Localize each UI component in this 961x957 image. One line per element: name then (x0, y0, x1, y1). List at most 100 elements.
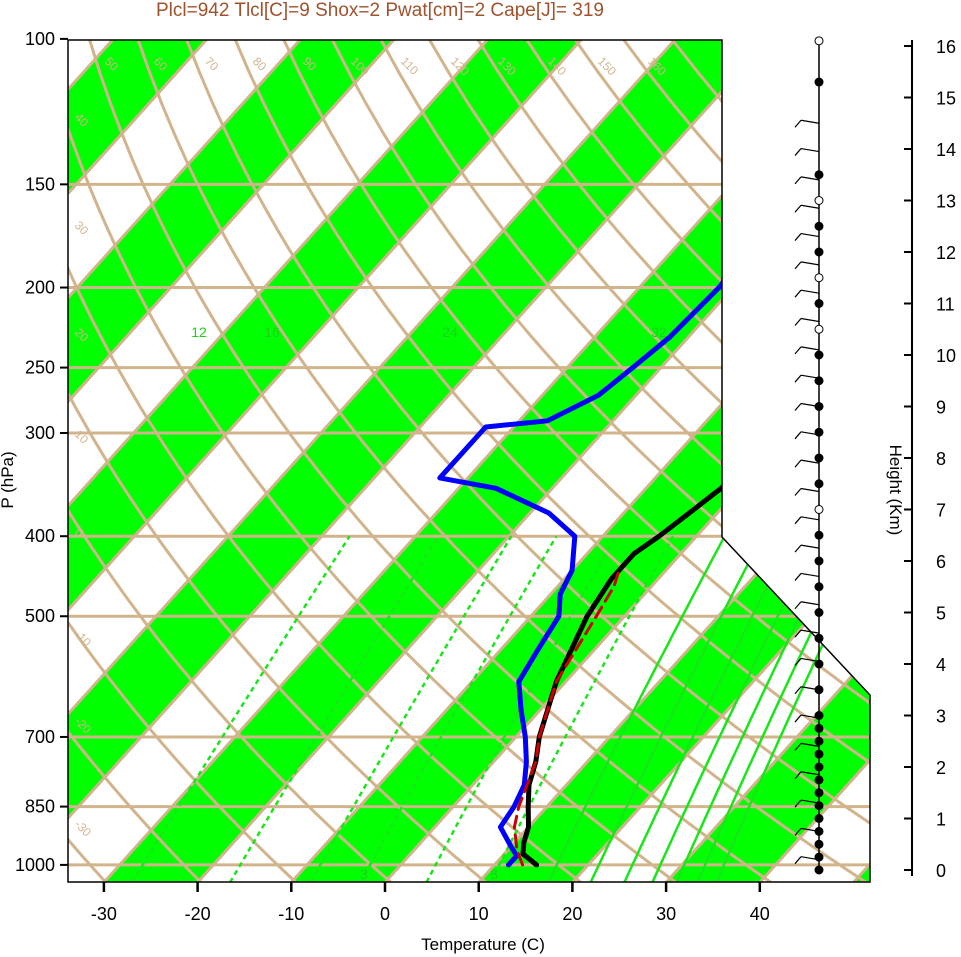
wind-barb-feather (794, 204, 802, 213)
pressure-tick-label: 300 (25, 423, 55, 443)
mixing-ratio-line (675, 535, 840, 882)
wind-level-marker (814, 530, 824, 540)
isotherm-label: 80 (250, 54, 270, 74)
wind-barb (800, 827, 820, 832)
wind-level-marker (814, 865, 824, 875)
wind-barb (800, 657, 820, 663)
wind-barb-feather (794, 289, 802, 298)
dry-adiabat-line (68, 40, 298, 882)
wind-barb (800, 516, 820, 521)
temperature-tick-label: 30 (656, 904, 676, 924)
mixing-ratio-label: 32 (651, 324, 667, 340)
wind-barb-feather (794, 856, 802, 865)
wind-barb (800, 459, 820, 464)
wind-barb-feather (794, 346, 802, 355)
height-axis-title: Height (Km) (886, 445, 905, 536)
wind-level-marker (814, 479, 824, 489)
wind-barb (800, 204, 820, 209)
pressure-tick-label: 400 (25, 526, 55, 546)
dry-adiabat-line (233, 40, 870, 882)
height-tick-label: 6 (936, 552, 946, 572)
isotherm-line (68, 40, 396, 882)
temperature-axis: -30 -20 -10 0 10 20 30 40 (91, 882, 770, 924)
dry-adiabat-line (68, 40, 203, 882)
wind-level-marker (814, 711, 824, 720)
wind-barb-feather (794, 318, 802, 326)
isotherm-label: 70 (202, 54, 222, 74)
height-tick-label: 7 (936, 501, 946, 521)
isotherm-line (68, 40, 584, 882)
mixing-ratio-label: 24 (442, 324, 458, 340)
wind-barb (800, 431, 820, 436)
dry-adiabat-line (330, 40, 870, 882)
temperature-tick-label: -30 (91, 904, 117, 924)
sounding-profiles (437, 53, 870, 868)
isotherm-label: -10 (720, 342, 742, 364)
dry-adiabat-line (184, 40, 870, 882)
height-tick-label: 13 (936, 192, 956, 212)
height-tick-label: 11 (936, 295, 955, 315)
dewpoint-profile-line (437, 101, 870, 868)
wind-level-marker (814, 736, 824, 746)
parcel-profile-line (512, 568, 621, 867)
pressure-axis: 100 150 200 250 300 400 500 700 850 1000 (15, 29, 68, 875)
mixing-ratio-line (651, 535, 819, 882)
mixing-ratio-line (228, 535, 440, 882)
mixing-ratio-line (546, 535, 726, 882)
wind-barb (800, 487, 820, 493)
temperature-band (68, 40, 770, 882)
pressure-tick-label: 700 (25, 727, 55, 747)
temperature-band (68, 40, 395, 882)
dry-adiabat-line (68, 40, 582, 882)
pressure-tick-label: 500 (25, 606, 55, 626)
wind-barb-feather (794, 459, 802, 468)
mixing-ratio-line (589, 535, 764, 882)
height-tick-label: 8 (936, 449, 946, 469)
wind-barb (800, 771, 820, 776)
wind-barb (800, 686, 820, 691)
pressure-tick-label: 150 (25, 174, 55, 194)
wind-barb (800, 374, 820, 379)
wind-barb (800, 346, 820, 351)
wind-level-marker (814, 749, 824, 759)
wind-level-marker (814, 814, 824, 823)
dry-adiabat-line (864, 40, 870, 882)
wind-barb-feather (794, 658, 802, 666)
y-axis-title: P (hPa) (0, 451, 17, 508)
pressure-tick-label: 850 (25, 797, 55, 817)
wind-barb-feather (794, 148, 802, 156)
isotherm-line (68, 40, 302, 882)
isotherm-line (947, 39, 961, 883)
height-tick-label: 5 (936, 604, 946, 624)
isotherm-line (68, 40, 677, 882)
dry-adiabat-lines (68, 40, 870, 882)
wind-barb (800, 289, 820, 294)
wind-level-marker (814, 196, 824, 205)
mixing-ratio-label: 12 (191, 324, 207, 340)
wind-barb-feather (794, 176, 802, 185)
height-tick-label: 1 (936, 810, 946, 830)
dry-adiabat-line (136, 40, 867, 882)
dry-adiabat-line (68, 40, 677, 882)
wind-barb-feather (794, 743, 802, 751)
wind-level-marker (814, 556, 824, 566)
wind-barb (800, 601, 820, 606)
height-tick-label: 4 (936, 655, 946, 675)
dry-adiabat-line (87, 40, 772, 882)
isotherm-label: 30 (72, 218, 92, 238)
wind-level-marker (814, 852, 824, 862)
height-tick-label: 12 (936, 243, 956, 263)
wind-level-marker (814, 273, 824, 283)
pressure-tick-label: 100 (25, 29, 55, 49)
temperature-tick-label: 0 (380, 904, 390, 924)
wind-barb (800, 147, 820, 153)
isotherm-label: -20 (720, 232, 742, 254)
height-tick-label: 3 (936, 707, 946, 727)
wind-barb-feather (794, 374, 802, 383)
wind-barb-feather (794, 431, 802, 440)
wind-barb (800, 176, 820, 181)
mixing-ratio-label: 3 (360, 866, 368, 882)
wind-barb (800, 856, 820, 861)
wind-level-marker (814, 427, 824, 437)
isotherm-line (664, 40, 870, 882)
